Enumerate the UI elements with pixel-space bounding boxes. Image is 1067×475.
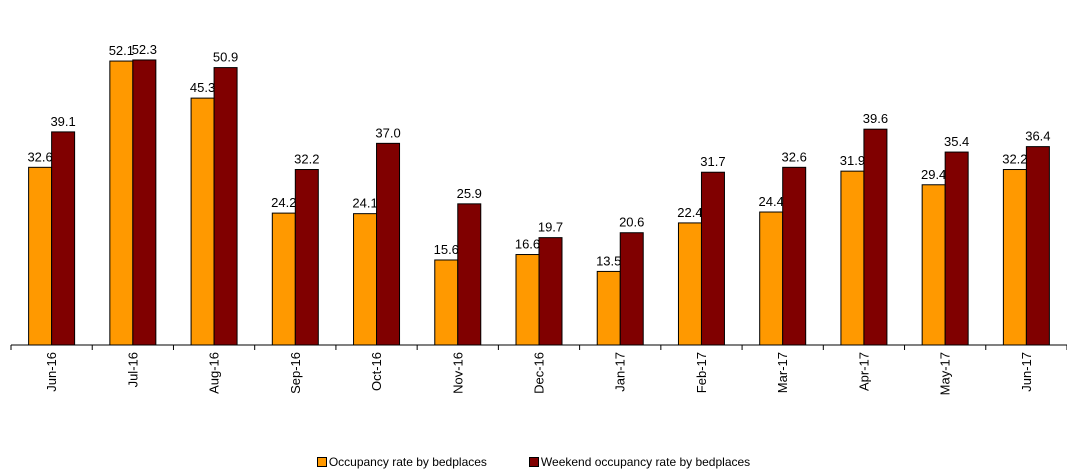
data-label: 50.9 <box>213 50 238 65</box>
data-label: 37.0 <box>375 125 400 140</box>
data-label: 24.2 <box>271 195 296 210</box>
data-label: 24.1 <box>352 196 377 211</box>
bar-occupancy <box>759 211 784 346</box>
legend-item-occupancy: Occupancy rate by bedplaces <box>316 455 487 469</box>
data-label: 32.2 <box>1002 152 1027 167</box>
bar-weekend <box>457 203 482 346</box>
x-tick-label: Jan-17 <box>613 352 628 392</box>
data-label: 16.6 <box>515 237 540 252</box>
data-label: 36.4 <box>1025 129 1050 144</box>
bar-weekend <box>863 128 888 346</box>
x-tick-label: Apr-17 <box>856 352 871 391</box>
bar-weekend <box>1025 146 1050 346</box>
data-label: 39.1 <box>50 114 75 129</box>
data-label: 20.6 <box>619 215 644 230</box>
x-tick-label: May-17 <box>938 352 953 395</box>
bar-weekend <box>213 67 238 346</box>
data-label: 24.4 <box>759 194 784 209</box>
data-label: 25.9 <box>457 186 482 201</box>
bar-occupancy <box>1002 169 1027 346</box>
data-label: 35.4 <box>944 134 969 149</box>
data-label: 22.4 <box>677 205 702 220</box>
x-tick-label: Nov-16 <box>450 352 465 394</box>
bar-occupancy <box>515 254 540 346</box>
x-tick-label: Jul-16 <box>125 352 140 387</box>
data-label: 31.7 <box>700 154 725 169</box>
bar-weekend <box>700 171 725 346</box>
x-tick-label: Dec-16 <box>532 352 547 394</box>
legend-label-occupancy: Occupancy rate by bedplaces <box>328 455 487 469</box>
legend-item-weekend: Weekend occupancy rate by bedplaces <box>528 455 751 469</box>
x-tick-label: Oct-16 <box>369 352 384 391</box>
data-label: 52.3 <box>132 42 157 57</box>
bar-weekend <box>294 169 319 346</box>
bar-occupancy <box>434 259 459 346</box>
bar-occupancy <box>28 166 53 346</box>
data-label: 32.2 <box>294 152 319 167</box>
bar-weekend <box>944 151 969 346</box>
data-label: 31.9 <box>840 153 865 168</box>
data-label: 29.4 <box>921 167 946 182</box>
data-label: 15.6 <box>434 242 459 257</box>
legend-label-weekend: Weekend occupancy rate by bedplaces <box>540 455 751 469</box>
data-label: 19.7 <box>538 220 563 235</box>
bar-occupancy <box>840 170 865 346</box>
bar-occupancy <box>190 97 215 346</box>
bar-weekend <box>376 142 401 346</box>
bar-occupancy <box>271 212 296 346</box>
bar-weekend <box>619 232 644 346</box>
data-label: 39.6 <box>863 111 888 126</box>
x-tick-label: Jun-17 <box>1019 352 1034 392</box>
x-tick-label: Aug-16 <box>207 352 222 394</box>
legend-swatch-weekend <box>528 457 539 467</box>
legend-swatch-occupancy <box>316 457 327 467</box>
x-tick-label: Feb-17 <box>694 352 709 393</box>
bar-occupancy <box>353 213 378 346</box>
x-tick-label: Sep-16 <box>288 352 303 394</box>
data-label: 32.6 <box>27 149 52 164</box>
bar-weekend <box>51 131 76 346</box>
bar-occupancy <box>109 60 134 346</box>
data-label: 13.5 <box>596 253 621 268</box>
bar-occupancy <box>921 184 946 346</box>
x-tick-label: Mar-17 <box>775 352 790 393</box>
bar-occupancy <box>596 270 621 346</box>
data-label: 45.3 <box>190 80 215 95</box>
bar-occupancy <box>677 222 702 346</box>
x-tick-label: Jun-16 <box>44 352 59 392</box>
bar-weekend <box>132 59 157 346</box>
data-label: 52.1 <box>109 43 134 58</box>
bar-weekend <box>538 237 563 346</box>
data-label: 32.6 <box>782 149 807 164</box>
bar-weekend <box>782 166 807 346</box>
legend: Occupancy rate by bedplaces Weekend occu… <box>0 455 1067 469</box>
